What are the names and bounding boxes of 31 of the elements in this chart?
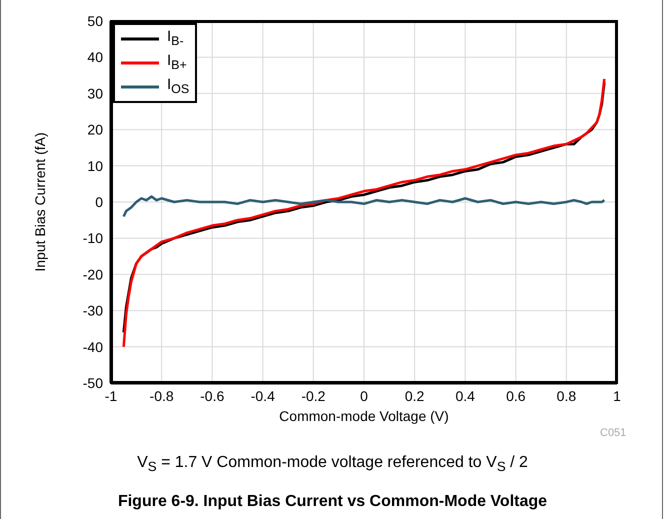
x-tick-label: 0.8 (556, 388, 576, 404)
y-tick-label: -40 (82, 338, 104, 355)
legend-label: I$_{OS}$ (167, 75, 190, 98)
text: C051 (600, 427, 626, 439)
y-tick-label: 10 (87, 158, 104, 174)
legend-label: I$_{B+}$ (167, 51, 187, 74)
y-tick-label: -50 (82, 374, 104, 391)
y-tick-label: -30 (82, 302, 104, 319)
x-tick-label: -0.2 (301, 388, 326, 404)
x-tick-label: -0.6 (200, 388, 224, 404)
text: Figure 6-9. Input Bias Current vs Common-Mode Voltage (116, 493, 548, 511)
y-tick-label: 40 (87, 49, 104, 66)
y-axis-title: Input Bias Current (fA) (32, 132, 48, 272)
x-tick-label: -0.4 (250, 388, 276, 404)
x-tick-label: 0.6 (506, 388, 526, 404)
y-tick-label: 20 (87, 122, 104, 138)
x-tick-label: 1 (613, 388, 622, 404)
line-series (122, 195, 606, 218)
x-tick-label: 0.4 (455, 388, 476, 404)
legend-label: I$_{B-}$ (167, 27, 184, 50)
y-tick-label: -20 (82, 266, 104, 282)
x-axis-title: Common-mode Voltage (V) (279, 408, 449, 424)
y-tick-label: 0 (95, 194, 104, 210)
x-tick-label: -1 (104, 388, 118, 404)
y-tick-label: 50 (87, 12, 104, 29)
x-tick-label: 0.2 (404, 388, 425, 404)
y-tick-label: 30 (87, 85, 104, 102)
x-tick-label: -0.8 (150, 388, 174, 404)
x-tick-label: 0 (360, 388, 368, 404)
y-tick-label: -10 (82, 230, 104, 246)
text: V$_{S}$ = 1.7 V Common-mode voltage referenced to V$_{S}$ / 2 (136, 454, 529, 474)
